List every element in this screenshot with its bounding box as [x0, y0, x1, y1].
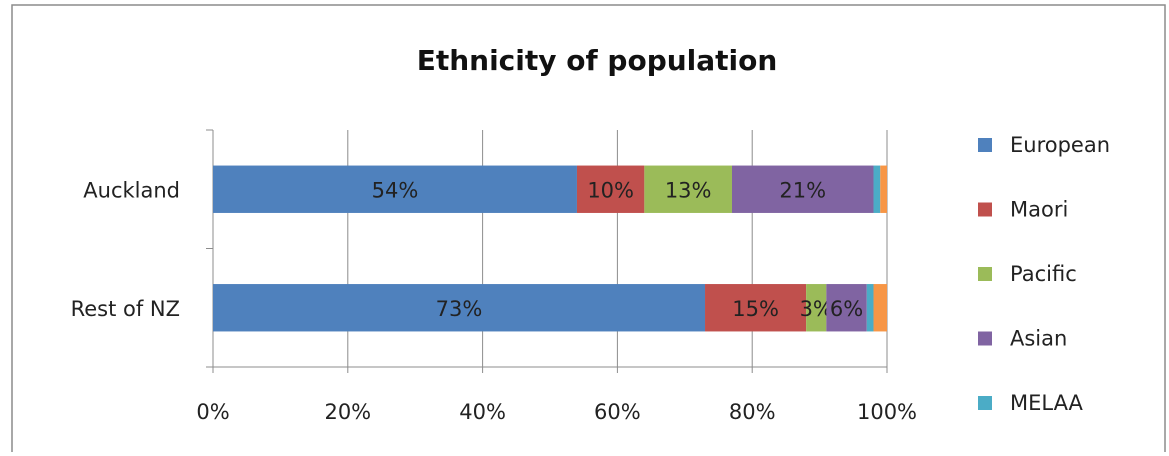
x-tick-label: 100% [857, 400, 917, 424]
data-label: 21% [779, 178, 826, 202]
x-tick-label: 80% [729, 400, 776, 424]
y-tick-label: Rest of NZ [71, 297, 180, 321]
bar-segment [213, 284, 706, 332]
chart-border [11, 4, 1166, 456]
data-label: 73% [436, 297, 483, 321]
data-label: 13% [665, 178, 712, 202]
legend-swatch [978, 331, 992, 346]
bar-segment [826, 284, 867, 332]
legend-swatch [978, 267, 992, 281]
bar-segment [866, 284, 874, 332]
bar-segment [705, 284, 807, 332]
chart-title: Ethnicity of population [417, 44, 778, 77]
bar-segment [576, 165, 645, 213]
data-label: 54% [372, 178, 419, 202]
legend-label: Maori [1010, 198, 1068, 222]
bar-segment [644, 165, 732, 213]
legend-label: Pacific [1010, 262, 1077, 286]
x-tick-label: 0% [196, 400, 229, 424]
bar-segment [873, 165, 881, 213]
data-label: 6% [830, 297, 863, 321]
data-label: 10% [587, 178, 634, 202]
bar-segment [731, 165, 874, 213]
legend-label: Asian [1010, 327, 1067, 351]
bar-segment [213, 165, 577, 213]
legend-label: MELAA [1010, 391, 1084, 415]
legend-swatch [978, 138, 992, 152]
bar-segment [873, 284, 887, 332]
legend-label: European [1010, 133, 1110, 157]
bar-segment [880, 165, 887, 213]
data-label: 15% [732, 297, 779, 321]
x-tick-label: 60% [594, 400, 641, 424]
x-tick-label: 20% [324, 400, 371, 424]
bar-segment [806, 284, 827, 332]
x-tick-label: 40% [459, 400, 506, 424]
legend-swatch [978, 396, 992, 410]
y-tick-label: Auckland [83, 178, 180, 202]
legend-swatch [978, 202, 992, 217]
